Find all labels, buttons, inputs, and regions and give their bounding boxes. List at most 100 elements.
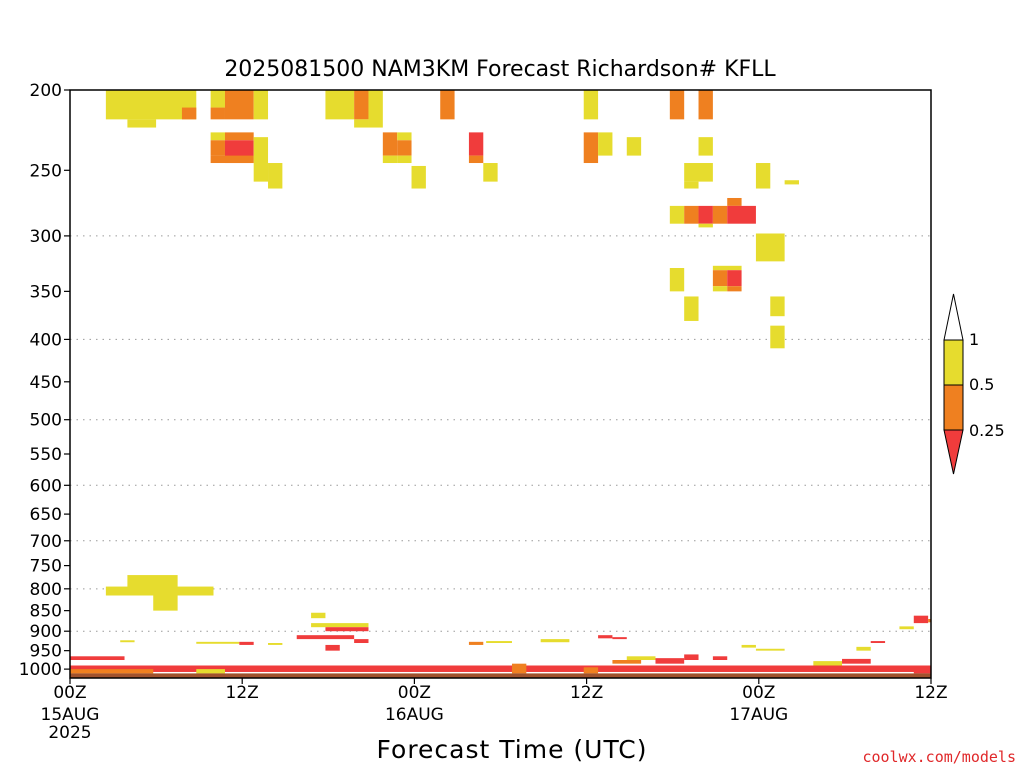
richardson-cell bbox=[612, 637, 627, 640]
x-tick-label: 00Z bbox=[53, 683, 86, 703]
richardson-cell bbox=[105, 90, 197, 120]
richardson-cell bbox=[741, 644, 756, 648]
richardson-cell bbox=[411, 165, 426, 189]
credit-text[interactable]: coolwx.com/models bbox=[862, 748, 1016, 766]
chart-title: 2025081500 NAM3KM Forecast Richardson# K… bbox=[224, 57, 776, 82]
richardson-cell bbox=[928, 619, 931, 623]
y-tick-label: 500 bbox=[30, 411, 62, 431]
richardson-cell bbox=[196, 669, 225, 674]
x-tick-date: 16AUG bbox=[385, 705, 444, 725]
x-tick-label: 12Z bbox=[914, 683, 947, 703]
plot-area bbox=[70, 90, 931, 678]
richardson-cell bbox=[583, 90, 599, 120]
richardson-cell bbox=[583, 667, 599, 674]
richardson-cell bbox=[770, 325, 785, 349]
richardson-cell bbox=[210, 155, 254, 164]
y-tick-label: 750 bbox=[30, 557, 62, 577]
richardson-cell bbox=[598, 132, 613, 156]
y-tick-label: 350 bbox=[30, 282, 62, 302]
richardson-cell bbox=[684, 654, 699, 661]
richardson-cell bbox=[181, 107, 197, 120]
y-tick-label: 800 bbox=[30, 580, 62, 600]
y-tick-label: 200 bbox=[30, 81, 62, 101]
richardson-cell bbox=[253, 137, 269, 182]
richardson-cell bbox=[669, 268, 685, 292]
richardson-cell bbox=[712, 205, 728, 224]
richardson-cell bbox=[727, 205, 756, 224]
colorbar-orange bbox=[943, 384, 964, 431]
richardson-cell bbox=[483, 163, 498, 182]
richardson-cell bbox=[311, 623, 369, 628]
x-tick-date: 17AUG bbox=[729, 705, 788, 725]
richardson-cell bbox=[870, 641, 886, 644]
x-tick-label: 12Z bbox=[226, 683, 259, 703]
richardson-cell bbox=[468, 155, 484, 164]
richardson-cell bbox=[770, 296, 785, 317]
x-tick-label: 00Z bbox=[742, 683, 775, 703]
plot-background bbox=[70, 90, 931, 678]
richardson-cell bbox=[755, 648, 785, 651]
richardson-cell bbox=[354, 90, 369, 120]
richardson-cell bbox=[268, 643, 283, 645]
richardson-cell bbox=[210, 132, 225, 141]
richardson-cell bbox=[486, 641, 512, 644]
richardson-cell bbox=[583, 132, 599, 164]
richardson-cell bbox=[727, 197, 742, 206]
richardson-cell bbox=[684, 205, 699, 224]
richardson-cell bbox=[368, 90, 383, 128]
richardson-cell bbox=[727, 286, 742, 292]
y-tick-label: 300 bbox=[30, 227, 62, 247]
colorbar-label: 1 bbox=[969, 330, 979, 349]
y-tick-label: 900 bbox=[30, 622, 62, 642]
richardson-cell bbox=[311, 612, 326, 619]
y-tick-label: 400 bbox=[30, 330, 62, 350]
richardson-cell bbox=[440, 90, 455, 120]
plot-frame bbox=[69, 89, 932, 679]
richardson-cell bbox=[210, 140, 225, 156]
richardson-cell bbox=[698, 137, 713, 156]
richardson-cell bbox=[239, 641, 254, 645]
richardson-cell bbox=[655, 658, 685, 664]
y-tick-label: 850 bbox=[30, 602, 62, 622]
y-tick-label: 550 bbox=[30, 445, 62, 465]
x-tick-year: 2025 bbox=[48, 723, 91, 743]
y-tick-label: 250 bbox=[30, 161, 62, 181]
richardson-cell bbox=[913, 665, 931, 674]
richardson-cell bbox=[698, 223, 713, 228]
richardson-cell bbox=[70, 669, 154, 674]
heatmap-cells bbox=[70, 90, 931, 678]
richardson-cell bbox=[712, 265, 742, 271]
y-tick-label: 700 bbox=[30, 532, 62, 552]
richardson-cell bbox=[210, 90, 225, 108]
richardson-cell bbox=[598, 635, 613, 639]
colorbar-top-arrow bbox=[943, 293, 964, 341]
richardson-cell bbox=[913, 615, 929, 624]
colorbar-label: 0.25 bbox=[969, 421, 1005, 440]
richardson-cell bbox=[397, 140, 412, 156]
richardson-cell bbox=[105, 586, 214, 596]
colorbar-legend: 1 0.5 0.25 bbox=[943, 293, 1005, 475]
richardson-cell bbox=[325, 90, 355, 120]
x-tick-label: 12Z bbox=[570, 683, 603, 703]
richardson-cell bbox=[196, 641, 240, 644]
richardson-cell bbox=[224, 90, 254, 120]
y-axis: 200 250 300 350 400 450 500 550 600 650 700 750 8008… bbox=[19, 81, 70, 680]
richardson-cell bbox=[120, 640, 135, 643]
richardson-cell bbox=[268, 163, 283, 189]
richardson-cell bbox=[382, 132, 398, 156]
richardson-cell bbox=[70, 656, 125, 661]
richardson-cell bbox=[755, 233, 785, 262]
colorbar-yellow bbox=[943, 339, 964, 386]
richardson-cell bbox=[153, 595, 178, 611]
colorbar-label: 0.5 bbox=[969, 375, 994, 394]
richardson-cell bbox=[612, 660, 642, 664]
richardson-cell bbox=[354, 119, 369, 128]
richardson-cell bbox=[127, 119, 157, 128]
richardson-cell bbox=[712, 286, 728, 292]
x-axis-title: Forecast Time (UTC) bbox=[377, 735, 648, 764]
richardson-cell bbox=[210, 107, 225, 120]
richardson-cell bbox=[813, 661, 843, 666]
richardson-cell bbox=[727, 270, 742, 287]
y-tick-label: 450 bbox=[30, 373, 62, 393]
richardson-cell bbox=[511, 663, 527, 674]
